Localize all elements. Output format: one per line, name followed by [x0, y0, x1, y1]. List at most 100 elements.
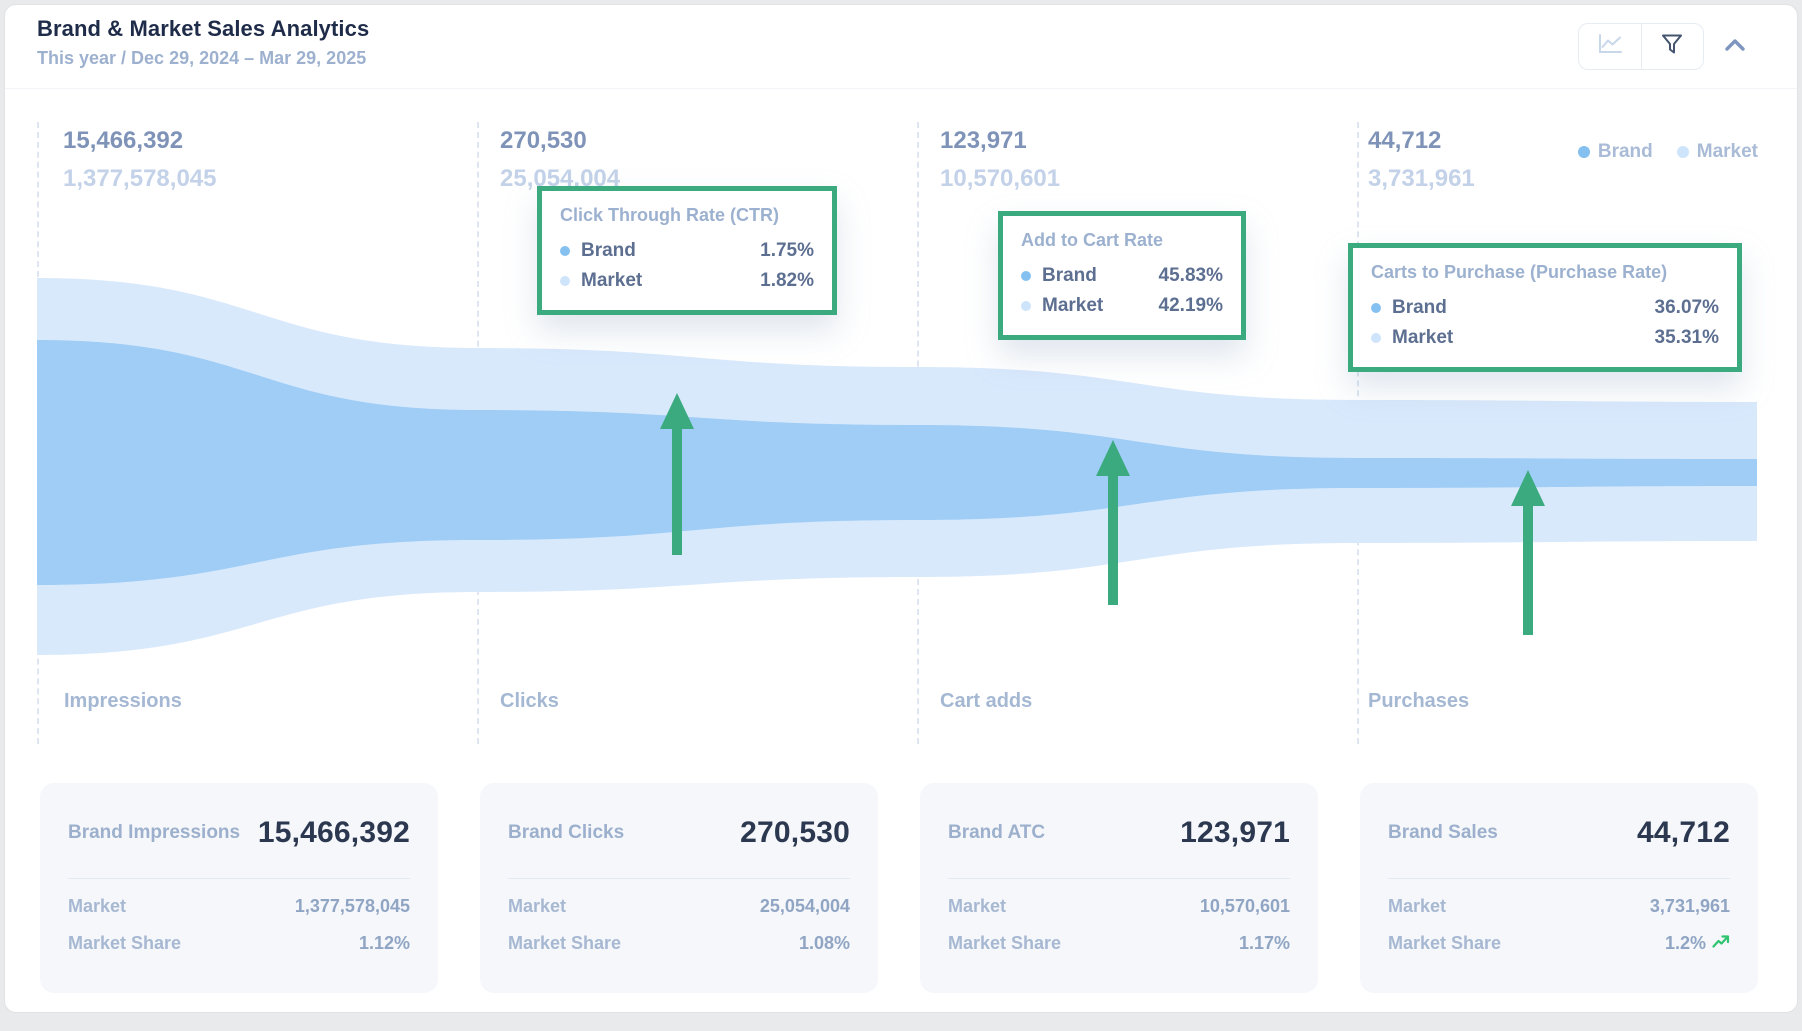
- brand-total-clicks: 270,530: [500, 127, 587, 154]
- metric-card-impressions: Brand Impressions 15,466,392 Market 1,37…: [40, 783, 438, 993]
- view-toggle-group: [1578, 23, 1704, 70]
- tooltip-title: Carts to Purchase (Purchase Rate): [1371, 262, 1668, 282]
- stage-label-purchases: Purchases: [1368, 690, 1470, 712]
- tooltip-series-value: 42.19%: [1158, 295, 1223, 316]
- metric-card-atc: Brand ATC 123,971 Market 10,570,601 Mark…: [920, 783, 1318, 993]
- market-total-impressions: 1,377,578,045: [63, 165, 217, 192]
- tooltip-series-value: 45.83%: [1158, 265, 1223, 286]
- tooltip-row-brand: Brand 1.75%: [560, 236, 814, 266]
- card-header: Brand Clicks 270,530: [508, 801, 850, 865]
- tooltip-row-brand: Brand 36.07%: [1371, 293, 1719, 323]
- collapse-widget-button[interactable]: [1716, 29, 1754, 65]
- header-divider: [5, 88, 1797, 89]
- stage-label-cart-adds: Cart adds: [940, 690, 1033, 712]
- metric-card-clicks: Brand Clicks 270,530 Market 25,054,004 M…: [480, 783, 878, 993]
- market-total-purchases: 3,731,961: [1368, 165, 1475, 192]
- market-share-value: 1.12%: [358, 933, 410, 953]
- legend-item-market[interactable]: Market: [1676, 141, 1758, 163]
- legend-label-brand: Brand: [1597, 141, 1653, 162]
- tooltip-row-market: Market 35.31%: [1371, 323, 1719, 353]
- card-divider: [68, 878, 410, 879]
- line-chart-view-button[interactable]: [1579, 24, 1641, 69]
- tooltip-row-market: Market 42.19%: [1021, 291, 1223, 321]
- tooltip-series-value: 36.07%: [1654, 297, 1719, 318]
- brand-total-cart-adds: 123,971: [940, 127, 1027, 154]
- market-value: 3,731,961: [1649, 896, 1730, 916]
- card-value: 270,530: [740, 816, 850, 849]
- tooltip-title: Add to Cart Rate: [1021, 230, 1164, 250]
- card-divider: [948, 878, 1290, 879]
- market-share-value: 1.17%: [1238, 933, 1290, 953]
- stage-label-clicks: Clicks: [500, 690, 559, 712]
- market-share-row: Market Share 1.08%: [508, 925, 850, 962]
- tooltip-purchase-rate: Carts to Purchase (Purchase Rate) Brand …: [1348, 243, 1742, 372]
- annotation-arrow-up-icon: [1511, 470, 1545, 635]
- legend-label-market: Market: [1696, 141, 1758, 162]
- market-share-row: Market Share 1.12%: [68, 925, 410, 962]
- funnel-chart[interactable]: [37, 230, 1757, 700]
- trend-up-icon: [1712, 933, 1730, 954]
- market-label: Market: [1388, 896, 1447, 916]
- market-dot-icon: [560, 276, 570, 286]
- tooltip-row-market: Market 1.82%: [560, 266, 814, 296]
- market-row: Market 3,731,961: [1388, 888, 1730, 925]
- legend-item-brand[interactable]: Brand: [1577, 141, 1653, 163]
- market-share-label: Market Share: [68, 933, 182, 953]
- card-value: 15,466,392: [257, 816, 410, 849]
- card-label: Brand Clicks: [508, 822, 625, 844]
- tooltip-series-value: 1.75%: [760, 240, 814, 261]
- tooltip-series-label: Market: [581, 270, 643, 291]
- tooltip-series-label: Market: [1392, 327, 1454, 348]
- tooltip-series-label: Brand: [1042, 265, 1097, 286]
- chevron-up-icon: [1722, 36, 1748, 59]
- market-share-value: 1.2%: [1664, 933, 1706, 953]
- market-value: 1,377,578,045: [294, 896, 410, 916]
- card-label: Brand ATC: [948, 822, 1046, 844]
- brand-dot-icon: [1021, 271, 1031, 281]
- market-share-row: Market Share 1.2%: [1388, 925, 1730, 962]
- card-value: 123,971: [1180, 816, 1290, 849]
- brand-total-impressions: 15,466,392: [63, 127, 184, 154]
- brand-total-purchases: 44,712: [1368, 127, 1442, 154]
- card-header: Brand Sales 44,712: [1388, 801, 1730, 865]
- line-chart-icon: [1597, 33, 1623, 60]
- stage-label-impressions: Impressions: [64, 690, 182, 712]
- market-share-row: Market Share 1.17%: [948, 925, 1290, 962]
- market-share-label: Market Share: [1388, 933, 1502, 953]
- market-value: 25,054,004: [759, 896, 850, 916]
- market-row: Market 1,377,578,045: [68, 888, 410, 925]
- market-row: Market 10,570,601: [948, 888, 1290, 925]
- market-label: Market: [68, 896, 127, 916]
- brand-funnel-band: [37, 340, 1757, 585]
- market-share-value: 1.08%: [798, 933, 850, 953]
- market-total-cart-adds: 10,570,601: [940, 165, 1061, 192]
- tooltip-series-value: 1.82%: [760, 270, 814, 291]
- market-label: Market: [508, 896, 567, 916]
- card-label: Brand Sales: [1388, 822, 1498, 844]
- chart-legend: Brand Market: [1468, 141, 1758, 163]
- filter-button[interactable]: [1640, 24, 1704, 69]
- tooltip-series-label: Brand: [1392, 297, 1447, 318]
- date-range: This year / Dec 29, 2024 – Mar 29, 2025: [37, 48, 367, 68]
- metric-card-sales: Brand Sales 44,712 Market 3,731,961 Mark…: [1360, 783, 1758, 993]
- market-share-label: Market Share: [948, 933, 1062, 953]
- card-label: Brand Impressions: [68, 822, 241, 844]
- market-share-label: Market Share: [508, 933, 622, 953]
- filter-icon: [1660, 32, 1684, 61]
- market-dot-icon: [1021, 301, 1031, 311]
- brand-dot-icon: [1577, 146, 1590, 158]
- card-header: Brand Impressions 15,466,392: [68, 801, 410, 865]
- market-dot-icon: [1371, 333, 1381, 343]
- market-row: Market 25,054,004: [508, 888, 850, 925]
- brand-dot-icon: [560, 246, 570, 256]
- tooltip-add-to-cart-rate: Add to Cart Rate Brand 45.83% Market 42.…: [998, 211, 1246, 340]
- tooltip-series-label: Market: [1042, 295, 1104, 316]
- card-value: 44,712: [1637, 816, 1730, 849]
- card-divider: [1388, 878, 1730, 879]
- tooltip-series-label: Brand: [581, 240, 636, 261]
- page-title: Brand & Market Sales Analytics: [37, 16, 370, 41]
- annotation-arrow-up-icon: [1096, 440, 1130, 605]
- tooltip-title: Click Through Rate (CTR): [560, 205, 779, 225]
- card-divider: [508, 878, 850, 879]
